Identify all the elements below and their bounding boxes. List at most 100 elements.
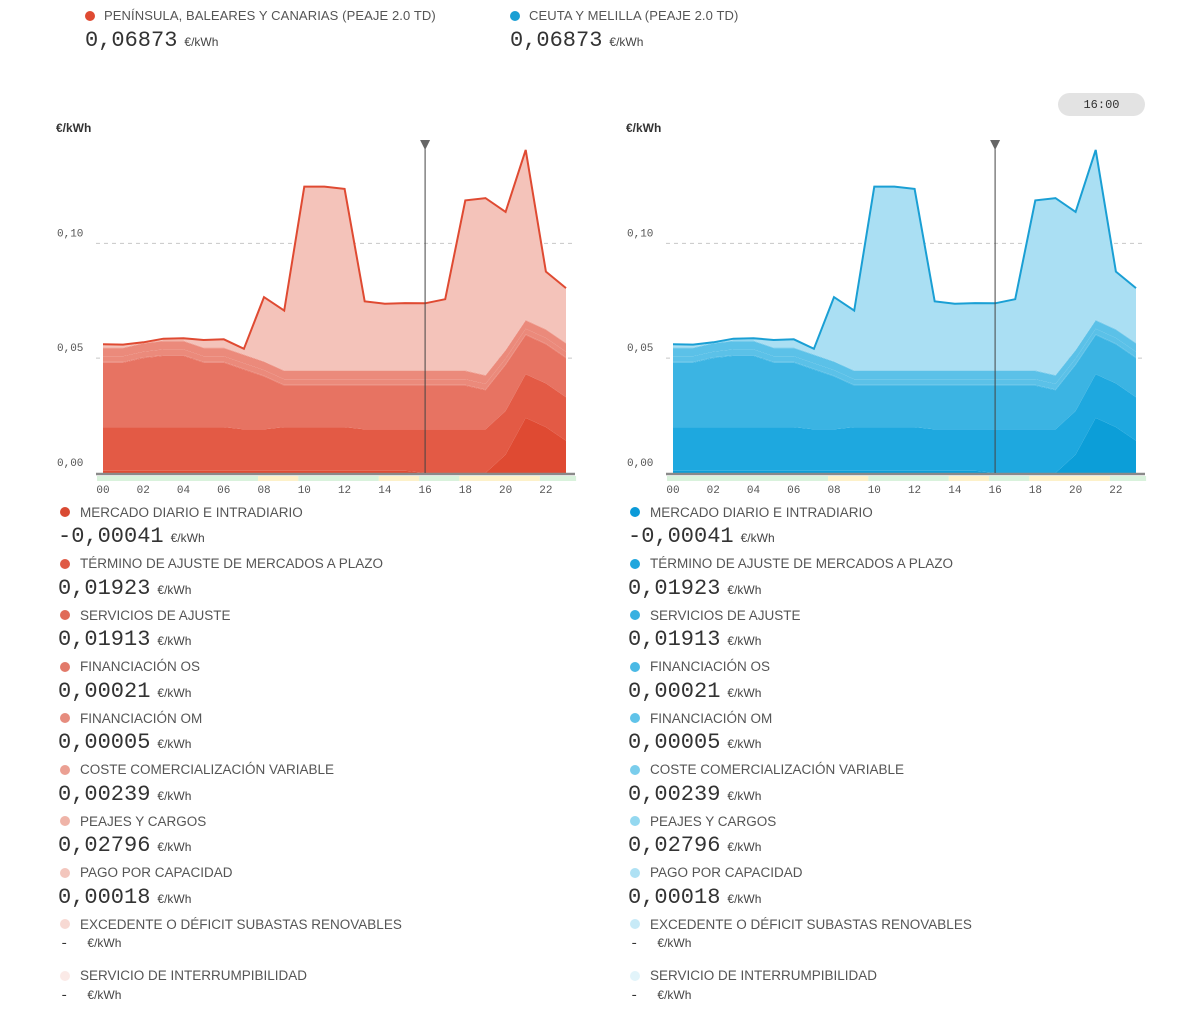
component-value: 0,00239: [628, 781, 721, 807]
period-strip: [667, 476, 829, 481]
component-label: SERVICIOS DE AJUSTE: [650, 607, 801, 623]
components-list-peninsula: MERCADO DIARIO E INTRADIARIO -0,00041 €/kW…: [58, 504, 402, 1019]
components-list-ceuta-melilla: MERCADO DIARIO E INTRADIARIO -0,00041 €/kW…: [628, 504, 972, 1019]
x-tick-label: 22: [539, 485, 552, 497]
component-label: FINANCIACIÓN OM: [80, 710, 203, 726]
component-unit: €/kWh: [157, 891, 192, 906]
component-value-row: 0,00018 €/kWh: [628, 885, 972, 915]
component-label-row: TÉRMINO DE AJUSTE DE MERCADOS A PLAZO: [628, 556, 972, 572]
ceuta-component-item: PEAJES Y CARGOS 0,02796 €/kWh: [628, 813, 972, 865]
area-series-0[interactable]: [673, 417, 1136, 473]
component-value-row: 0,00005 €/kWh: [58, 730, 402, 760]
time-selector-badge[interactable]: 16:00: [1058, 93, 1145, 116]
area-series-1[interactable]: [673, 374, 1136, 473]
component-label-row: EXCEDENTE O DÉFICIT SUBASTAS RENOVABLES: [628, 916, 972, 932]
area-series-8[interactable]: [103, 149, 566, 375]
peninsula-component-item: SERVICIO DE INTERRUMPIBILIDAD - €/kWh: [58, 968, 402, 1020]
component-label: PAGO POR CAPACIDAD: [80, 865, 233, 880]
component-value-row: 0,00005 €/kWh: [628, 730, 972, 760]
chart-peninsula[interactable]: €/kWh 0,00 0,05 0,10 00 02 04 06 08 10 12 14 16 18 20 2…: [0, 115, 600, 500]
peninsula-component-item: FINANCIACIÓN OS 0,00021 €/kWh: [58, 659, 402, 711]
component-value: 0,01923: [58, 575, 151, 601]
ceuta-component-item: EXCEDENTE O DÉFICIT SUBASTAS RENOVABLES -…: [628, 916, 972, 968]
y-tick-label: 0,10: [627, 228, 653, 240]
peninsula-component-item: SERVICIOS DE AJUSTE 0,01913 €/kWh: [58, 607, 402, 659]
x-tick-label: 10: [298, 485, 311, 497]
component-value-row: -0,00041 €/kWh: [58, 524, 402, 554]
component-label-row: MERCADO DIARIO E INTRADIARIO: [628, 504, 972, 520]
x-tick-label: 18: [459, 485, 472, 497]
component-value-row: 0,00239 €/kWh: [58, 782, 402, 812]
component-unit: €/kWh: [157, 840, 192, 854]
component-value-row: - €/kWh: [628, 936, 972, 966]
total-price-line: [672, 149, 1137, 351]
legend-dot-icon: [630, 507, 640, 517]
header-ceuta-unit: €/kWh: [609, 35, 644, 49]
component-value-row: 0,01923 €/kWh: [628, 576, 972, 606]
area-series-0[interactable]: [103, 417, 566, 473]
component-label-row: FINANCIACIÓN OM: [58, 710, 402, 726]
ceuta-component-item: COSTE COMERCIALIZACIÓN VARIABLE 0,00239 €/…: [628, 762, 972, 814]
component-label: SERVICIO DE INTERRUMPIBILIDAD: [650, 968, 878, 983]
component-value: 0,01913: [58, 627, 151, 652]
hour-marker-triangle-icon[interactable]: [420, 140, 431, 150]
component-value: 0,00018: [58, 884, 151, 910]
component-label: SERVICIO DE INTERRUMPIBILIDAD: [80, 968, 308, 983]
chart-ceuta-melilla[interactable]: €/kWh 0,00 0,05 0,10 00 02 04 06 08 10 12 14 16 18 20 2…: [570, 115, 1170, 500]
y-tick-label: 0,00: [57, 458, 83, 470]
area-series-6[interactable]: [673, 320, 1136, 384]
period-strip: [459, 476, 540, 481]
header-ceuta-label: CEUTA Y MELILLA (PEAJE 2.0 TD): [529, 8, 739, 23]
component-unit: €/kWh: [657, 987, 692, 1002]
period-strip: [419, 476, 460, 481]
area-series-1[interactable]: [103, 374, 566, 473]
area-series-2[interactable]: [673, 335, 1136, 430]
legend-dot-icon: [60, 970, 70, 981]
component-value-row: - €/kWh: [58, 988, 402, 1018]
ceuta-component-item: FINANCIACIÓN OM 0,00005 €/kWh: [628, 710, 972, 762]
component-label-row: PEAJES Y CARGOS: [58, 813, 402, 829]
period-strip: [258, 476, 299, 481]
component-value: 0,01913: [628, 627, 721, 652]
component-value: -: [60, 936, 69, 952]
component-value-row: - €/kWh: [628, 988, 972, 1018]
x-tick-label: 04: [177, 485, 191, 497]
x-tick-label: 00: [666, 485, 679, 497]
ceuta-component-item: TÉRMINO DE AJUSTE DE MERCADOS A PLAZO 0,0…: [628, 556, 972, 608]
component-value: 0,00005: [58, 730, 151, 755]
component-unit: €/kWh: [157, 685, 192, 700]
component-label-row: COSTE COMERCIALIZACIÓN VARIABLE: [628, 762, 972, 778]
header-peninsula: PENÍNSULA, BALEARES Y CANARIAS (PEAJE 2.…: [85, 8, 436, 53]
component-value: -: [630, 987, 639, 1004]
x-tick-label: 20: [499, 485, 512, 497]
component-label-row: SERVICIOS DE AJUSTE: [628, 607, 972, 623]
x-tick-label: 08: [827, 485, 840, 497]
legend-dot-icon: [60, 661, 70, 672]
component-unit: €/kWh: [87, 987, 122, 1002]
component-label-row: TÉRMINO DE AJUSTE DE MERCADOS A PLAZO: [58, 556, 402, 572]
component-value: -0,00041: [58, 524, 164, 549]
legend-dot-icon: [60, 713, 70, 723]
peninsula-component-item: PEAJES Y CARGOS 0,02796 €/kWh: [58, 813, 402, 865]
component-label: FINANCIACIÓN OS: [650, 659, 771, 674]
y-tick-label: 0,00: [627, 458, 653, 470]
ceuta-component-item: SERVICIOS DE AJUSTE 0,01913 €/kWh: [628, 607, 972, 659]
component-unit: €/kWh: [87, 936, 122, 950]
area-series-2[interactable]: [103, 335, 566, 430]
y-tick-label: 0,05: [57, 343, 83, 355]
component-label: COSTE COMERCIALIZACIÓN VARIABLE: [650, 762, 905, 777]
component-value-row: -0,00041 €/kWh: [628, 524, 972, 554]
peninsula-component-item: EXCEDENTE O DÉFICIT SUBASTAS RENOVABLES -…: [58, 916, 402, 968]
component-value-row: 0,00018 €/kWh: [58, 885, 402, 915]
x-tick-label: 02: [707, 485, 720, 497]
legend-dot-icon: [630, 816, 640, 826]
component-value: 0,01923: [628, 575, 721, 601]
area-series-6[interactable]: [103, 320, 566, 384]
period-strip: [539, 476, 577, 481]
component-unit: €/kWh: [727, 788, 762, 803]
hour-marker-triangle-icon[interactable]: [990, 140, 1001, 150]
component-value: 0,02796: [628, 833, 721, 858]
component-unit: €/kWh: [157, 788, 192, 803]
area-series-8[interactable]: [673, 149, 1136, 375]
header-ceuta-value: 0,06873: [510, 28, 603, 53]
